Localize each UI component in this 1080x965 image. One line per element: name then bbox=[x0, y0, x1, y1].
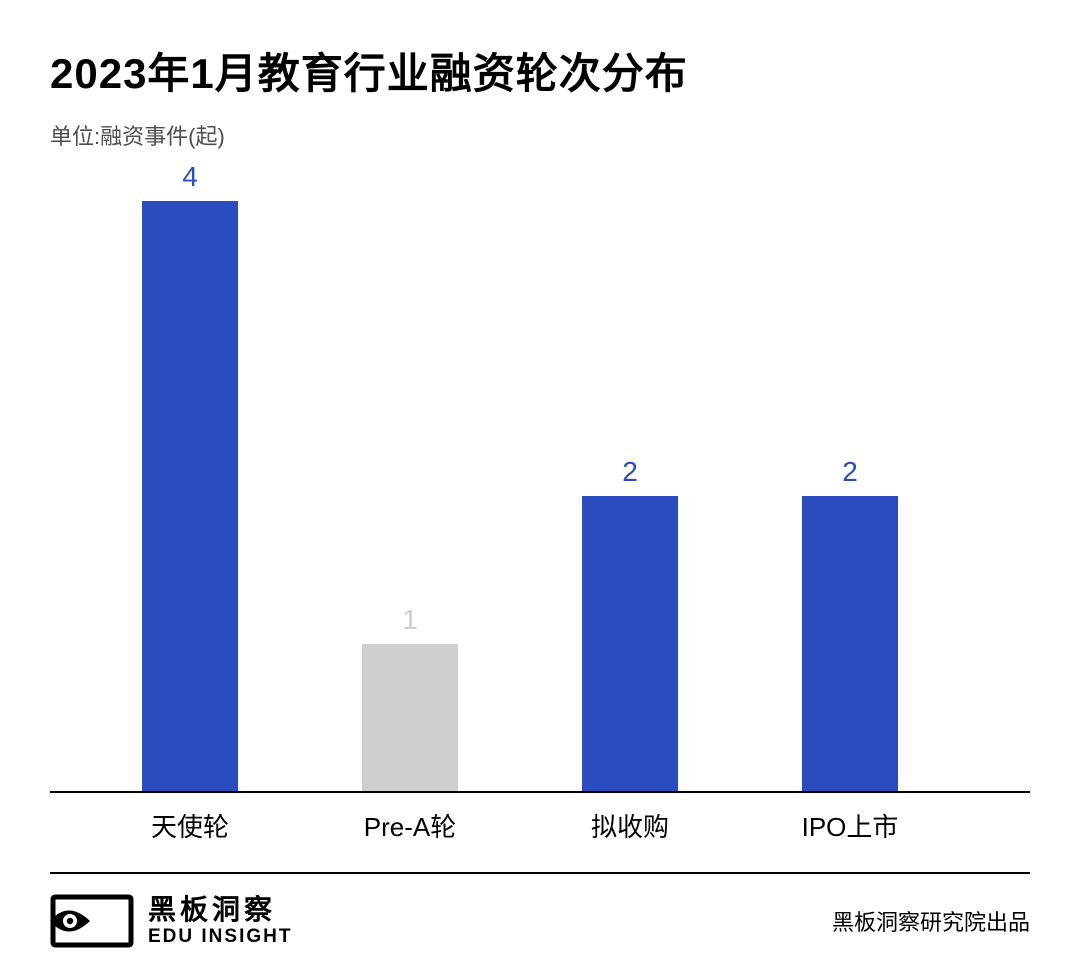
category-label: IPO上市 bbox=[790, 807, 910, 844]
chart-container: 2023年1月教育行业融资轮次分布 单位:融资事件(起) 4 1 2 2 天使轮 Pre… bbox=[0, 0, 1080, 965]
chart-plot-area: 4 1 2 2 bbox=[50, 161, 1030, 793]
bar-group: 1 bbox=[362, 604, 458, 792]
category-label: 拟收购 bbox=[570, 807, 690, 844]
brand-name-cn: 黑板洞察 bbox=[148, 894, 292, 926]
chart-title: 2023年1月教育行业融资轮次分布 bbox=[50, 40, 1030, 101]
bar-value-label: 2 bbox=[622, 456, 638, 488]
brand-text: 黑板洞察 EDU INSIGHT bbox=[148, 894, 292, 948]
category-axis: 天使轮 Pre-A轮 拟收购 IPO上市 bbox=[50, 793, 1030, 874]
category-label: Pre-A轮 bbox=[350, 807, 470, 844]
brand-name-en: EDU INSIGHT bbox=[148, 926, 292, 948]
chart-subtitle: 单位:融资事件(起) bbox=[50, 119, 1030, 151]
bar-group: 2 bbox=[582, 456, 678, 791]
bar-group: 4 bbox=[142, 161, 238, 791]
bar-value-label: 1 bbox=[402, 604, 418, 636]
bar-value-label: 4 bbox=[182, 161, 198, 193]
brand-logo-icon bbox=[50, 894, 134, 948]
bar bbox=[142, 201, 238, 791]
bar bbox=[802, 496, 898, 791]
bar-group: 2 bbox=[802, 456, 898, 791]
bar bbox=[582, 496, 678, 791]
footer: 黑板洞察 EDU INSIGHT 黑板洞察研究院出品 bbox=[50, 874, 1030, 948]
bar-value-label: 2 bbox=[842, 456, 858, 488]
footer-credit: 黑板洞察研究院出品 bbox=[832, 905, 1030, 937]
category-label: 天使轮 bbox=[130, 807, 250, 844]
bar bbox=[362, 644, 458, 792]
brand-block: 黑板洞察 EDU INSIGHT bbox=[50, 894, 292, 948]
